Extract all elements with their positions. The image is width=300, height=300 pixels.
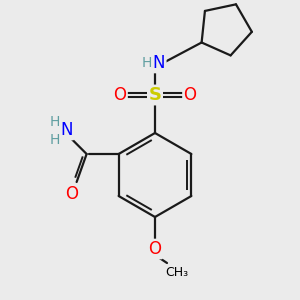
Text: O: O	[148, 240, 161, 258]
Text: H: H	[50, 115, 60, 129]
Text: O: O	[184, 86, 196, 104]
Text: H: H	[142, 56, 152, 70]
Text: S: S	[148, 86, 161, 104]
Text: N: N	[153, 54, 165, 72]
Text: O: O	[65, 185, 78, 203]
Text: CH₃: CH₃	[165, 266, 189, 280]
Text: N: N	[60, 121, 73, 139]
Text: H: H	[50, 133, 60, 147]
Text: O: O	[113, 86, 127, 104]
